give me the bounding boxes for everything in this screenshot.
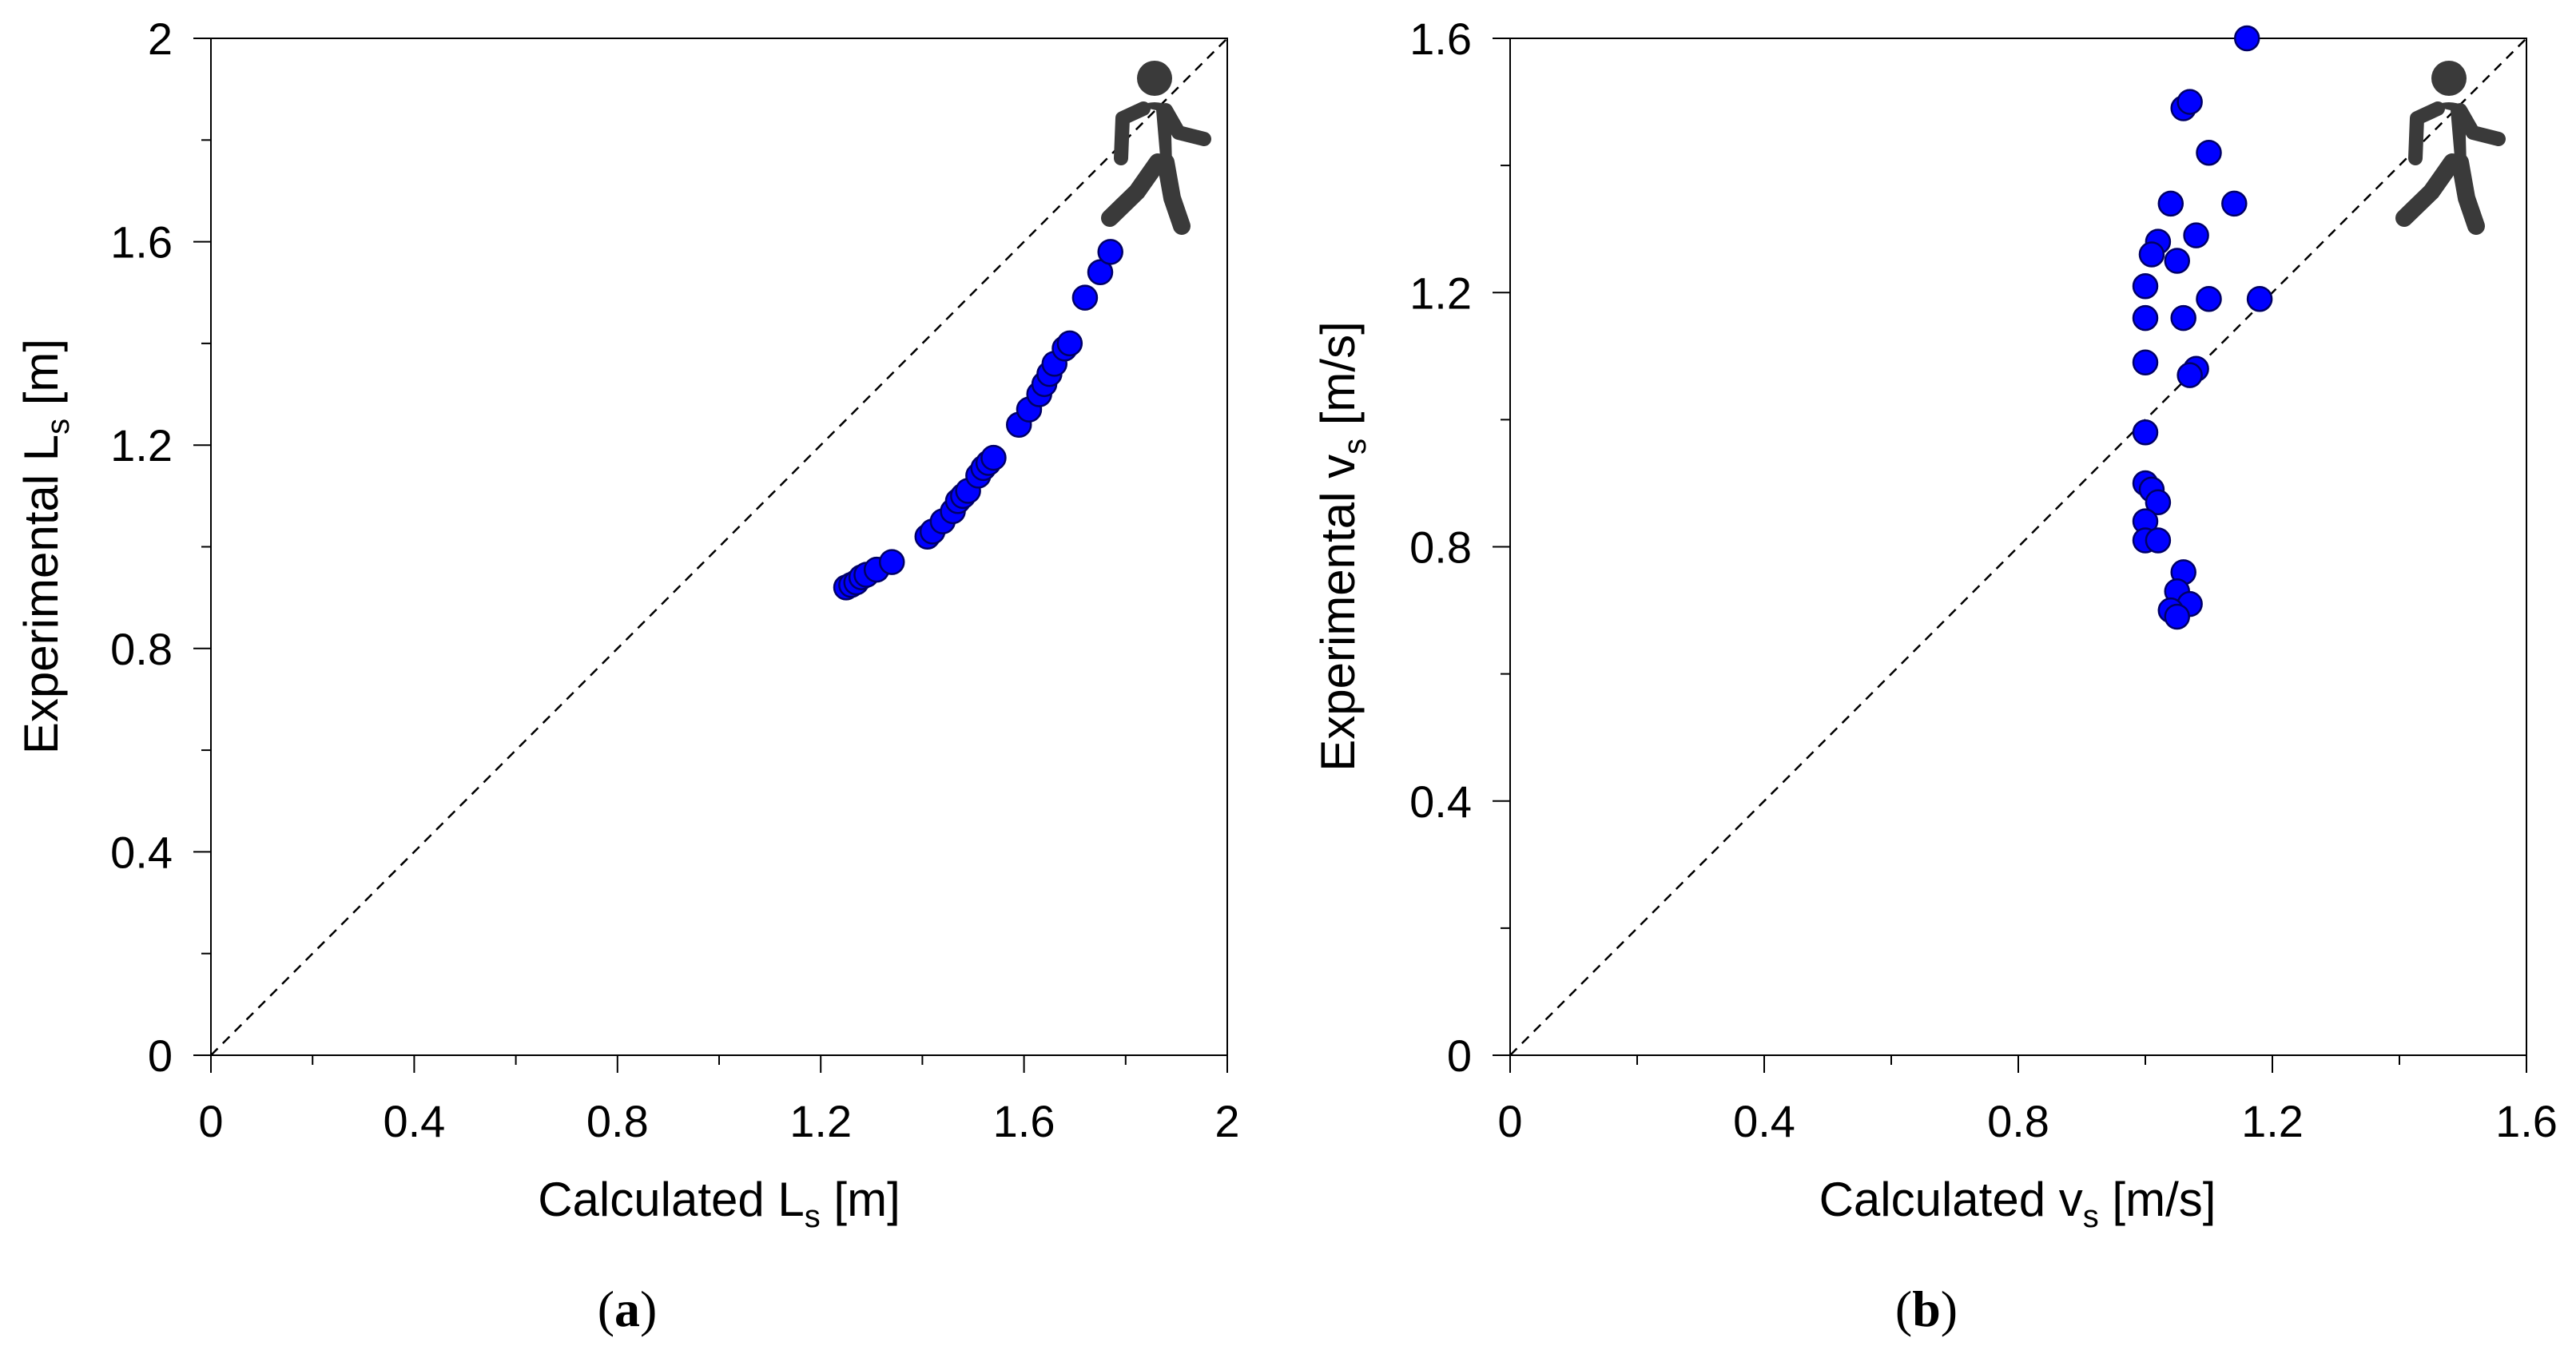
data-points bbox=[2132, 25, 2273, 630]
icon-back-arm bbox=[2408, 101, 2445, 165]
data-point bbox=[2196, 139, 2222, 166]
data-point bbox=[2221, 190, 2248, 217]
panel-label-close-paren: ) bbox=[1941, 1281, 1958, 1337]
data-point bbox=[1097, 239, 1123, 265]
y-tick-label: 0.4 bbox=[110, 827, 173, 877]
x-tick-label: 0.8 bbox=[1987, 1096, 2049, 1146]
y-tick-label: 0.4 bbox=[1409, 776, 1472, 827]
data-point bbox=[2183, 222, 2209, 248]
icon-head bbox=[2431, 61, 2467, 96]
y-tick-label: 1.2 bbox=[110, 420, 173, 471]
data-point bbox=[1087, 259, 1114, 286]
x-tick-label: 1.6 bbox=[2495, 1096, 2558, 1146]
panel-label-close-paren: ) bbox=[640, 1281, 657, 1337]
panel-label: (a) bbox=[598, 1281, 658, 1337]
data-points bbox=[833, 239, 1123, 601]
y-axis-title-subscript: s bbox=[1338, 439, 1373, 455]
x-axis-title: Calculated Ls [m] bbox=[538, 1173, 900, 1234]
walking-person-icon bbox=[2395, 61, 2506, 235]
data-point bbox=[2132, 304, 2159, 332]
data-point bbox=[2145, 489, 2172, 516]
icon-head bbox=[1137, 61, 1172, 96]
x-tick-label: 2 bbox=[1214, 1096, 1239, 1146]
x-axis-title: Calculated vs [m/s] bbox=[1819, 1173, 2216, 1234]
walking-person-icon bbox=[1101, 61, 1211, 235]
icon-front-arm bbox=[2453, 103, 2506, 146]
reference-line-y-equals-x bbox=[210, 38, 1228, 1056]
x-axis-title-subscript: s bbox=[805, 1199, 821, 1234]
x-axis-title-unit: [m] bbox=[821, 1173, 900, 1226]
data-point bbox=[980, 444, 1007, 471]
y-tick-label: 0 bbox=[148, 1030, 173, 1081]
panel-label-open-paren: ( bbox=[1895, 1281, 1912, 1337]
y-axis-title-main: Experimental L bbox=[14, 435, 68, 754]
data-point bbox=[2246, 285, 2273, 312]
y-tick-label: 0 bbox=[1447, 1030, 1472, 1081]
y-axis-title: Experimental Ls [m] bbox=[14, 339, 76, 754]
data-point bbox=[2157, 190, 2184, 217]
panel-label-letter: a bbox=[614, 1281, 640, 1337]
data-point bbox=[2132, 273, 2159, 300]
panel-label: (b) bbox=[1895, 1281, 1958, 1337]
data-point bbox=[2132, 349, 2159, 376]
icon-back-leg bbox=[2395, 153, 2461, 227]
y-tick-label: 0.8 bbox=[1409, 522, 1472, 573]
x-tick-label: 0.4 bbox=[1733, 1096, 1795, 1146]
icon-back-arm bbox=[1114, 101, 1151, 165]
y-axis-title-subscript: s bbox=[41, 419, 76, 435]
x-tick-label: 1.2 bbox=[789, 1096, 852, 1146]
data-point bbox=[1056, 330, 1083, 357]
data-point bbox=[2145, 527, 2172, 554]
data-point bbox=[2176, 89, 2203, 115]
y-tick-label: 0.8 bbox=[110, 624, 173, 674]
x-tick-label: 0.4 bbox=[383, 1096, 445, 1146]
data-point bbox=[2132, 419, 2159, 446]
data-point bbox=[2164, 248, 2190, 274]
panel-label-open-paren: ( bbox=[598, 1281, 614, 1337]
reference-line-y-equals-x bbox=[1509, 38, 2527, 1056]
x-tick-label: 1.2 bbox=[2241, 1096, 2304, 1146]
data-point bbox=[2196, 285, 2222, 312]
plot-area-frame bbox=[1509, 38, 2527, 1056]
x-tick-label: 0 bbox=[198, 1096, 223, 1146]
y-tick-label: 1.6 bbox=[110, 217, 173, 268]
x-tick-label: 0.8 bbox=[586, 1096, 649, 1146]
data-point bbox=[2176, 362, 2203, 388]
data-point bbox=[2138, 241, 2165, 268]
panel-label-letter: b bbox=[1912, 1281, 1941, 1337]
data-point bbox=[2164, 603, 2190, 630]
y-tick-label: 1.6 bbox=[1409, 14, 1472, 64]
data-point bbox=[1071, 284, 1099, 311]
icon-front-arm bbox=[1159, 103, 1211, 146]
y-axis-title-main: Experimental v bbox=[1311, 455, 1365, 772]
icon-front-leg bbox=[2451, 153, 2485, 235]
y-tick-label: 1.2 bbox=[1409, 268, 1472, 318]
data-point bbox=[2233, 25, 2260, 52]
x-axis-title-unit: [m/s] bbox=[2099, 1173, 2216, 1226]
data-point bbox=[2170, 304, 2196, 332]
chart-panel-b: 0 0.4 0.8 1.2 1.6 0 0.4 0.8 1.2 1.6 Calculated vs … bbox=[1311, 14, 2558, 1337]
icon-front-leg bbox=[1157, 153, 1191, 235]
chart-panel-a: 0 0.4 0.8 1.2 1.6 2 0 0.4 0.8 1.2 1.6 2 Calculated L… bbox=[14, 14, 1240, 1337]
x-tick-label: 1.6 bbox=[993, 1096, 1055, 1146]
data-point bbox=[878, 549, 905, 575]
x-tick-label: 0 bbox=[1497, 1096, 1522, 1146]
icon-back-leg bbox=[1101, 153, 1167, 227]
x-axis-title-main: Calculated L bbox=[538, 1173, 805, 1226]
x-axis-title-main: Calculated v bbox=[1819, 1173, 2083, 1226]
y-tick-label: 2 bbox=[148, 14, 173, 64]
y-axis-title: Experimental vs [m/s] bbox=[1311, 321, 1373, 772]
x-axis-title-subscript: s bbox=[2083, 1199, 2099, 1234]
plot-area-frame bbox=[210, 38, 1228, 1056]
y-axis-title-unit: [m] bbox=[14, 339, 68, 419]
y-axis-title-unit: [m/s] bbox=[1311, 321, 1365, 439]
